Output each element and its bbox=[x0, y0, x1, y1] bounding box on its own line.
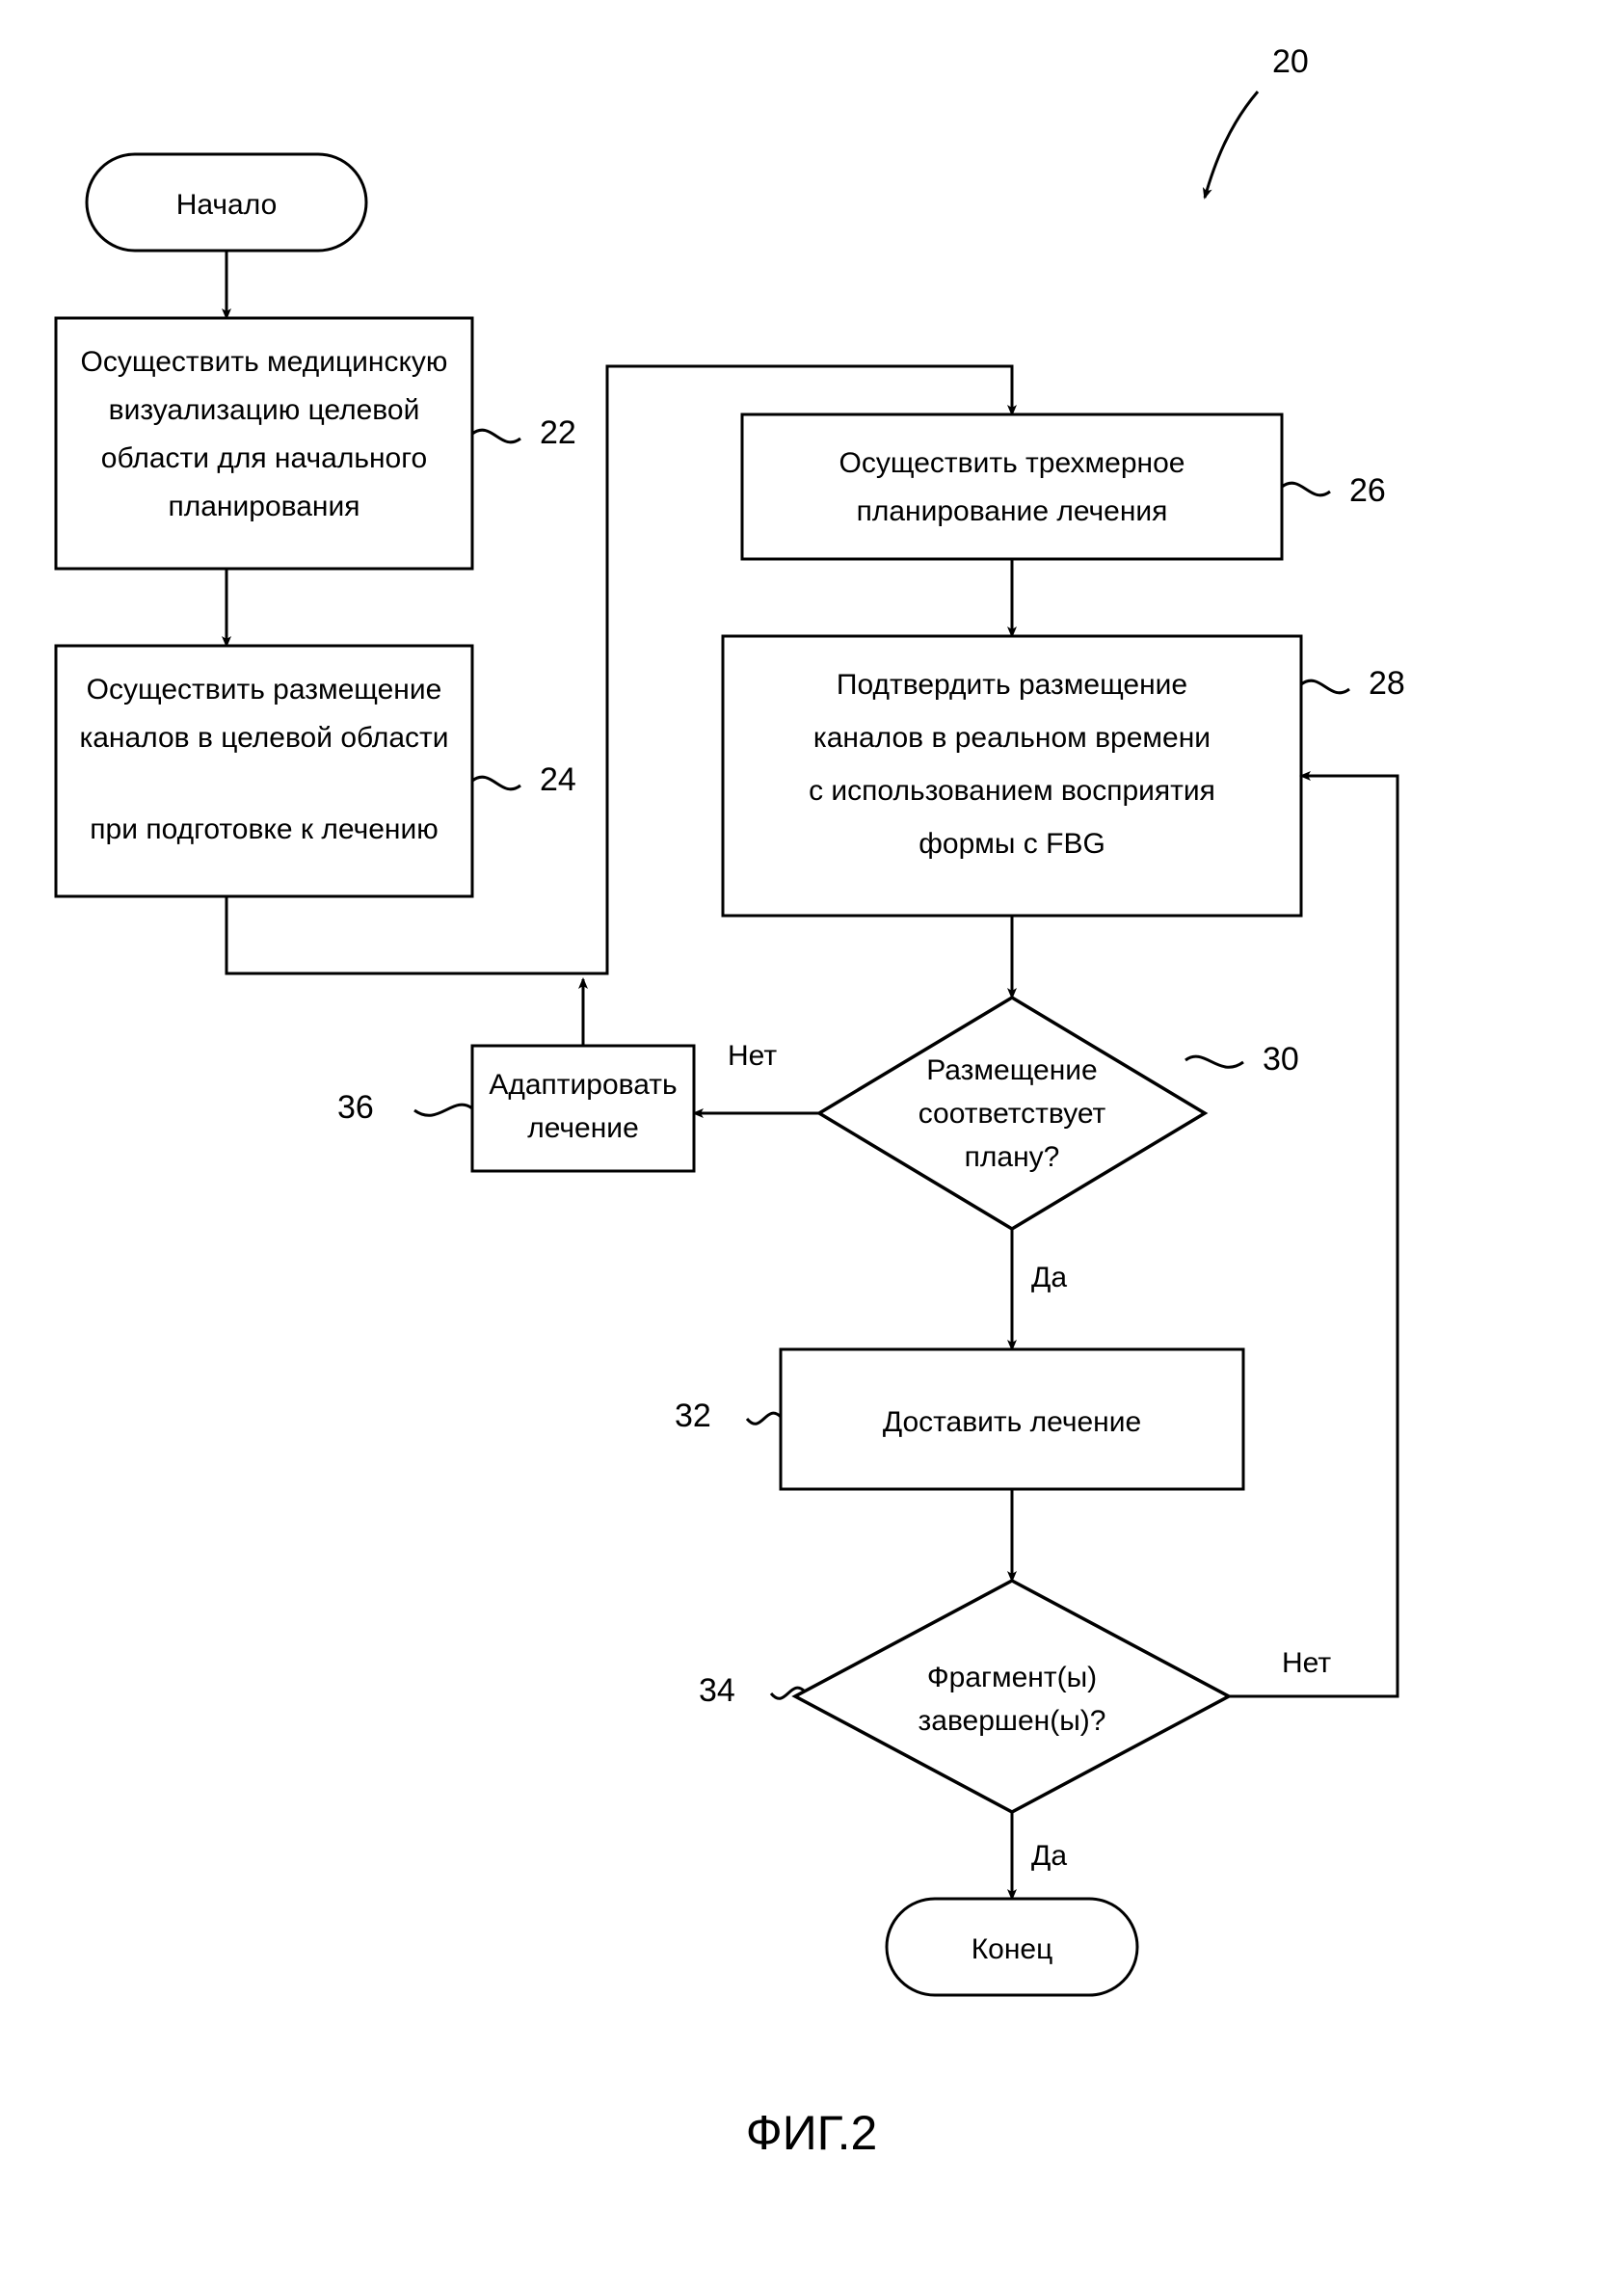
node-26 bbox=[742, 414, 1282, 559]
lead-28 bbox=[1301, 680, 1349, 693]
node-26-line1: Осуществить трехмерное bbox=[839, 447, 1185, 479]
lead-26 bbox=[1282, 483, 1330, 495]
ref-20: 20 bbox=[1272, 43, 1309, 80]
lead-22 bbox=[472, 430, 520, 442]
flowchart: Начало Осуществить медицинскую визуализа… bbox=[0, 0, 1624, 2291]
node-28-line1: Подтвердить размещение bbox=[837, 669, 1187, 701]
ref-28: 28 bbox=[1369, 665, 1405, 702]
node-36-line1: Адаптировать bbox=[489, 1069, 677, 1101]
ref-32: 32 bbox=[675, 1398, 711, 1434]
label-no-34: Нет bbox=[1282, 1647, 1331, 1679]
node-34-line1: Фрагмент(ы) bbox=[927, 1662, 1097, 1693]
ref-24: 24 bbox=[540, 761, 576, 798]
node-36-line2: лечение bbox=[527, 1112, 639, 1144]
lead-20 bbox=[1205, 92, 1258, 198]
label-yes-30: Да bbox=[1031, 1262, 1067, 1293]
lead-36 bbox=[414, 1105, 472, 1115]
node-26-line2: планирование лечения bbox=[857, 495, 1168, 527]
ref-26: 26 bbox=[1349, 472, 1386, 509]
node-30-line2: соответствует bbox=[918, 1098, 1106, 1130]
node-22-line1: Осуществить медицинскую bbox=[81, 346, 448, 378]
lead-24 bbox=[472, 777, 520, 789]
ref-34: 34 bbox=[699, 1672, 735, 1709]
node-28-line3: с использованием восприятия bbox=[809, 775, 1215, 807]
start-label: Начало bbox=[176, 189, 278, 221]
node-30-line3: плану? bbox=[965, 1141, 1060, 1173]
node-22-line4: планирования bbox=[169, 491, 360, 522]
node-30-line1: Размещение bbox=[926, 1054, 1097, 1086]
lead-32 bbox=[747, 1413, 781, 1424]
figure-label: ФИГ.2 bbox=[746, 2106, 878, 2160]
lead-30 bbox=[1185, 1056, 1243, 1067]
node-22-line2: визуализацию целевой bbox=[109, 394, 420, 426]
node-34-line2: завершен(ы)? bbox=[918, 1705, 1106, 1737]
node-24-line2: каналов в целевой области bbox=[79, 722, 448, 754]
node-24-line1: Осуществить размещение bbox=[87, 674, 442, 706]
label-yes-34: Да bbox=[1031, 1840, 1067, 1872]
node-22-line3: области для начального bbox=[101, 442, 427, 474]
ref-30: 30 bbox=[1263, 1041, 1299, 1078]
end-label: Конец bbox=[972, 1933, 1053, 1965]
node-28-line2: каналов в реальном времени bbox=[813, 722, 1211, 754]
node-34 bbox=[795, 1581, 1229, 1812]
node-32-line1: Доставить лечение bbox=[883, 1406, 1141, 1438]
ref-36: 36 bbox=[337, 1089, 374, 1126]
node-24-line4: при подготовке к лечению bbox=[90, 813, 438, 845]
label-no-30: Нет bbox=[728, 1040, 777, 1072]
ref-22: 22 bbox=[540, 414, 576, 451]
node-36 bbox=[472, 1046, 694, 1171]
node-28-line4: формы с FBG bbox=[918, 828, 1105, 860]
